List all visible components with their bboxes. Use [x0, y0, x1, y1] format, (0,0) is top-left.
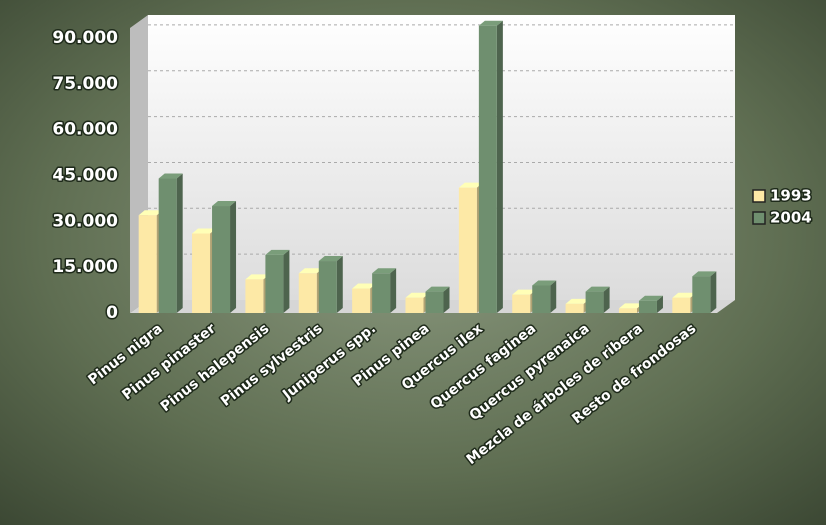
bar — [352, 288, 371, 313]
bar-top — [372, 268, 397, 274]
bar — [405, 297, 424, 313]
legend-swatch — [752, 211, 766, 225]
bar-top — [192, 228, 217, 234]
bar-top — [692, 271, 717, 277]
bar-side — [710, 271, 717, 313]
y-tick-label: 45.000 — [52, 165, 118, 185]
bar-top — [585, 286, 610, 292]
y-tick-label: 75.000 — [52, 74, 118, 94]
bar-side — [550, 280, 557, 313]
bar-side — [230, 201, 237, 313]
bar — [478, 25, 497, 313]
bar — [512, 294, 531, 313]
bar-top — [138, 210, 163, 216]
bar-side — [603, 286, 610, 313]
bar-top — [512, 289, 537, 295]
bar — [565, 303, 584, 313]
y-tick-label: 60.000 — [52, 120, 118, 140]
bar — [265, 254, 284, 313]
bar — [585, 291, 604, 313]
y-tick-label: 15.000 — [52, 257, 118, 277]
bar-top — [618, 303, 643, 309]
back-wall — [148, 15, 735, 300]
bar-side — [496, 20, 503, 313]
bar — [618, 308, 637, 313]
bar-top — [298, 268, 323, 274]
bar-top — [212, 201, 237, 207]
bar — [672, 297, 691, 313]
legend-label: 1993 — [770, 187, 812, 205]
bar-top — [245, 274, 270, 280]
bar — [245, 279, 264, 313]
bar-top — [638, 295, 663, 301]
bar-top — [352, 283, 377, 289]
bar-top — [318, 256, 343, 262]
bar-top — [458, 182, 483, 188]
y-tick-label: 90.000 — [52, 28, 118, 48]
bar — [532, 285, 551, 313]
bar-side — [656, 295, 663, 313]
bar — [458, 187, 477, 313]
bar-top — [672, 292, 697, 298]
bar — [212, 206, 231, 313]
bar-side — [390, 268, 397, 313]
bar — [298, 273, 317, 313]
bar-top — [158, 173, 183, 179]
bar-side — [283, 249, 290, 313]
bar-side — [443, 286, 450, 313]
bar — [318, 261, 337, 313]
bar-top — [565, 298, 590, 304]
y-tick-label: 0 — [106, 303, 118, 323]
bar — [692, 276, 711, 313]
legend-label: 2004 — [770, 209, 812, 227]
bar-top — [532, 280, 557, 286]
bar-top — [405, 292, 430, 298]
legend-swatch — [752, 189, 766, 203]
bar — [192, 233, 211, 313]
bar-top — [478, 20, 503, 26]
bar — [372, 273, 391, 313]
bar — [138, 215, 157, 313]
bar-top — [265, 249, 290, 255]
bar-side — [176, 173, 183, 313]
bar-side — [336, 256, 343, 313]
bar — [425, 291, 444, 313]
bar — [158, 178, 177, 313]
bar-top — [425, 286, 450, 292]
bar — [638, 300, 657, 313]
y-tick-label: 30.000 — [52, 211, 118, 231]
